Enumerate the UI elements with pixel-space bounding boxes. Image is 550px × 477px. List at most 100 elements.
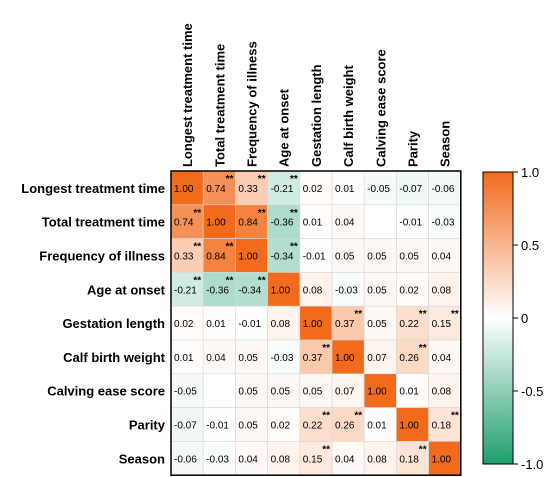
cell-value-label: -0.21 — [271, 184, 294, 195]
column-label: Age at onset — [277, 88, 292, 167]
cell-value-label: -0.06 — [174, 454, 197, 465]
heatmap-cell — [396, 204, 429, 239]
cell-value-label: 0.07 — [335, 387, 355, 398]
cell-value-label: -0.05 — [174, 387, 197, 398]
row-label: Calf birth weight — [63, 350, 166, 365]
heatmap-cell — [202, 441, 236, 476]
cell-value-label: -0.07 — [174, 421, 197, 432]
cell-value-label: -0.34 — [271, 252, 294, 263]
cell-value-label: 0.05 — [271, 387, 291, 398]
cell-value-label: 0.08 — [367, 454, 387, 465]
heatmap-cell — [299, 204, 333, 239]
heatmap-cell — [267, 305, 301, 341]
cell-value-label: 0.01 — [206, 319, 226, 330]
cell-value-label: -0.07 — [399, 184, 422, 195]
heatmap-cell — [267, 339, 301, 375]
cell-value-label: -0.34 — [238, 285, 261, 296]
cell-value-label: 0.02 — [303, 184, 323, 195]
heatmap-cell — [235, 339, 268, 375]
heatmap-cell — [331, 441, 365, 476]
heatmap-cell — [331, 407, 365, 442]
heatmap-cell — [428, 339, 462, 375]
cell-value-label: 0.01 — [303, 218, 323, 229]
cell-value-label: -0.01 — [238, 319, 261, 330]
heatmap-cell — [363, 373, 397, 408]
cell-value-label: 0.02 — [399, 285, 419, 296]
cell-value-label: 0.84 — [238, 218, 258, 229]
colorbar-tick-label: -1.0 — [521, 457, 543, 472]
significance-marker: ** — [322, 444, 330, 455]
heatmap-cell — [202, 238, 236, 273]
significance-marker: ** — [193, 242, 201, 253]
cell-value-label: 1.00 — [367, 387, 387, 398]
significance-marker: ** — [258, 174, 266, 185]
significance-marker: ** — [290, 242, 298, 253]
significance-marker: ** — [290, 208, 298, 219]
column-label: Total treatment time — [212, 44, 227, 167]
significance-marker: ** — [193, 208, 201, 219]
cell-value-label: -0.05 — [367, 184, 390, 195]
cell-value-label: 0.08 — [432, 387, 452, 398]
heatmap-cell — [202, 272, 236, 307]
significance-marker: ** — [290, 174, 298, 185]
cell-value-label: 0.05 — [238, 421, 258, 432]
row-label: Parity — [129, 418, 166, 433]
cell-value-label: 1.00 — [271, 285, 291, 296]
heatmap-cell — [235, 441, 268, 476]
heatmap-cell — [267, 373, 301, 408]
cell-value-label: 0.05 — [335, 252, 355, 263]
cell-value-label: 0.08 — [271, 319, 291, 330]
heatmap-border — [170, 170, 462, 476]
significance-marker: ** — [322, 343, 330, 354]
cell-value-label: 0.04 — [238, 454, 258, 465]
column-label: Season — [438, 121, 453, 167]
cell-value-label: 0.01 — [174, 353, 194, 364]
cell-value-label: -0.06 — [432, 184, 455, 195]
cell-value-label: 0.01 — [399, 387, 419, 398]
significance-marker: ** — [419, 444, 427, 455]
cell-value-label: -0.01 — [399, 218, 422, 229]
cell-value-label: 0.15 — [432, 319, 452, 330]
significance-marker: ** — [322, 411, 330, 422]
significance-marker: ** — [354, 309, 362, 320]
heatmap-cell — [170, 339, 204, 375]
cell-value-label: 0.08 — [303, 285, 323, 296]
significance-marker: ** — [419, 343, 427, 354]
row-label: Age at onset — [87, 282, 166, 297]
heatmap-cell — [331, 339, 365, 375]
cell-value-label: -0.03 — [432, 218, 455, 229]
row-label: Total treatment time — [42, 215, 165, 230]
cell-value-label: 1.00 — [238, 252, 258, 263]
cell-value-label: 0.05 — [303, 387, 323, 398]
heatmap-cell — [396, 407, 429, 442]
heatmap-cell — [363, 305, 397, 341]
heatmap-cell — [202, 373, 236, 408]
column-labels: Longest treatment time Total treatment ti… — [180, 23, 453, 167]
heatmap-cells: 1.00 0.74**0.33**-0.21**0.02 0.01 -0.05 -0.0… — [170, 170, 462, 476]
heatmap-cell — [299, 272, 333, 307]
heatmap-cell — [170, 204, 204, 239]
cell-value-label: -0.01 — [303, 252, 326, 263]
cell-value-label: 0.74 — [206, 184, 226, 195]
cell-value-label: 0.04 — [432, 353, 452, 364]
heatmap-cell — [363, 204, 397, 239]
significance-marker: ** — [258, 275, 266, 286]
cell-value-label: 0.22 — [399, 319, 419, 330]
significance-marker: ** — [226, 275, 234, 286]
significance-marker: ** — [451, 411, 459, 422]
cell-value-label: 0.07 — [367, 353, 387, 364]
cell-value-label: 0.04 — [335, 218, 355, 229]
cell-value-label: -0.01 — [206, 421, 229, 432]
heatmap-cell — [331, 170, 365, 206]
heatmap-cell — [363, 339, 397, 375]
cell-value-label: -0.21 — [174, 285, 197, 296]
cell-value-label: 1.00 — [399, 421, 419, 432]
cell-value-label: 1.00 — [335, 353, 355, 364]
heatmap-cell — [202, 339, 236, 375]
heatmap-cell — [299, 339, 333, 375]
heatmap-cell — [170, 272, 204, 307]
cell-value-label: -0.36 — [271, 218, 294, 229]
cell-value-label: 1.00 — [303, 319, 323, 330]
heatmap-cell — [267, 441, 301, 476]
significance-marker: ** — [258, 208, 266, 219]
